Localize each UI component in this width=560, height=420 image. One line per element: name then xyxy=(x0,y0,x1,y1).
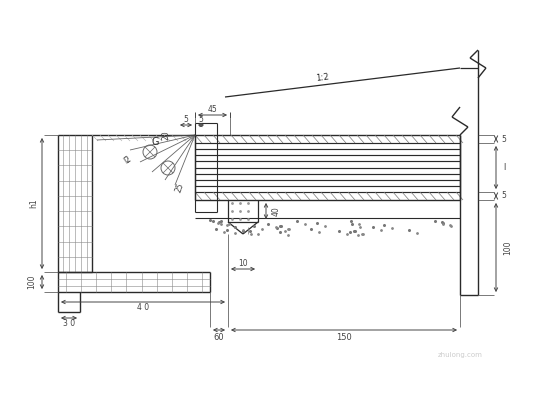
Text: 1:2: 1:2 xyxy=(315,72,330,83)
Text: 100: 100 xyxy=(27,275,36,289)
Text: 45: 45 xyxy=(208,105,217,113)
Text: 5: 5 xyxy=(199,116,203,124)
Text: 4 0: 4 0 xyxy=(137,304,149,312)
Text: 20: 20 xyxy=(161,130,170,140)
Text: 100: 100 xyxy=(503,240,512,255)
Text: h1: h1 xyxy=(30,199,39,208)
Text: 5: 5 xyxy=(184,116,188,124)
Text: 5: 5 xyxy=(502,192,506,200)
Text: 25: 25 xyxy=(174,182,186,194)
Text: l2: l2 xyxy=(123,154,133,166)
Text: 150: 150 xyxy=(336,333,352,341)
Text: 10: 10 xyxy=(238,260,248,268)
Text: 5: 5 xyxy=(502,134,506,144)
Text: 3 0: 3 0 xyxy=(63,320,75,328)
Text: l: l xyxy=(503,163,505,172)
Text: G: G xyxy=(151,137,158,147)
Text: 60: 60 xyxy=(214,333,225,341)
Text: 40: 40 xyxy=(272,206,281,216)
Text: zhulong.com: zhulong.com xyxy=(437,352,482,358)
